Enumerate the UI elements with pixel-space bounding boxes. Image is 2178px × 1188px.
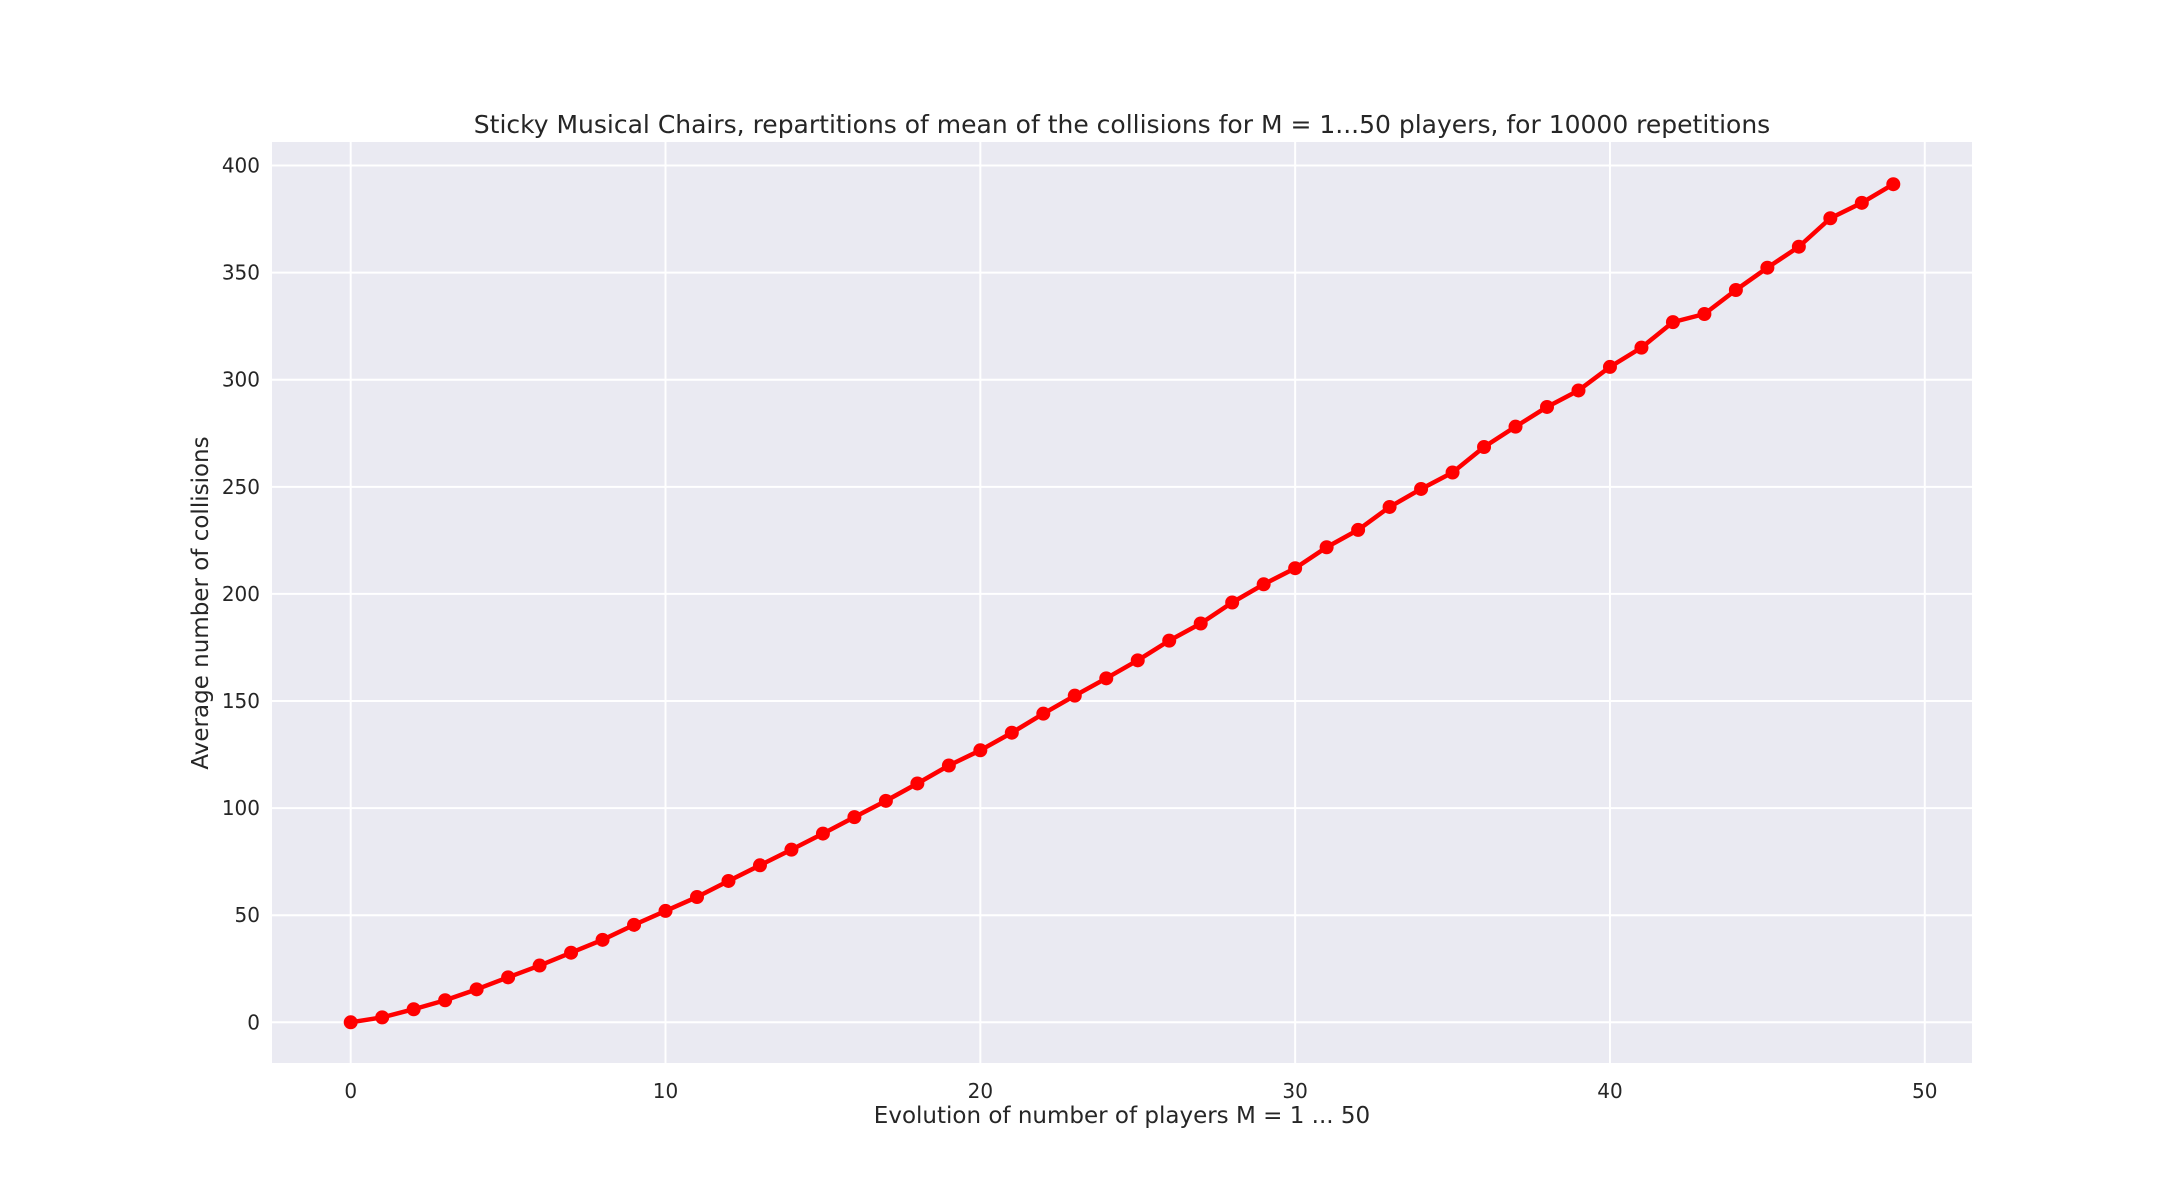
data-point	[343, 1015, 358, 1030]
data-point	[595, 932, 610, 947]
data-point	[658, 903, 673, 918]
data-point	[1162, 633, 1177, 648]
x-tick-label: 40	[1597, 1079, 1622, 1103]
data-point	[1823, 211, 1838, 226]
data-point	[1225, 595, 1240, 610]
data-point	[1602, 359, 1617, 374]
data-point	[564, 945, 579, 960]
data-point	[1540, 399, 1554, 414]
data-point	[1445, 465, 1460, 480]
data-point	[1634, 340, 1649, 355]
data-point	[501, 970, 516, 985]
data-point	[784, 842, 799, 857]
data-point	[1886, 177, 1901, 192]
data-point	[1697, 306, 1712, 321]
data-point	[1477, 440, 1492, 455]
data-point	[1288, 561, 1303, 576]
data-point	[1728, 283, 1743, 298]
data-point	[1760, 260, 1775, 275]
data-point	[721, 873, 736, 888]
y-tick-label: 350	[222, 261, 260, 285]
data-point	[1099, 671, 1114, 686]
chart-title: Sticky Musical Chairs, repartitions of m…	[474, 110, 1770, 139]
data-point	[1067, 688, 1082, 703]
tick-labels: 0 10 20 30 40 50 0 50 100 150 200 250 300 350 400	[222, 154, 1938, 1103]
data-point	[910, 776, 925, 791]
data-point	[752, 858, 767, 873]
x-tick-label: 50	[1912, 1079, 1937, 1103]
data-point	[1256, 577, 1271, 592]
data-point	[627, 917, 642, 932]
data-point	[878, 793, 893, 808]
data-point	[406, 1002, 421, 1017]
data-point	[1036, 706, 1051, 721]
series-layer	[343, 177, 1901, 1030]
data-point	[1571, 383, 1586, 398]
data-point	[469, 982, 484, 997]
data-point	[1004, 725, 1019, 740]
data-point	[1665, 315, 1680, 330]
data-point	[1414, 481, 1429, 496]
gridlines	[272, 142, 1972, 1063]
y-tick-label: 250	[222, 475, 260, 499]
data-point	[1791, 239, 1806, 254]
data-point	[1508, 419, 1523, 434]
data-point	[1382, 499, 1397, 514]
data-point	[847, 810, 862, 825]
x-tick-label: 30	[1282, 1079, 1307, 1103]
data-point	[1854, 195, 1869, 210]
y-tick-label: 50	[235, 903, 260, 927]
x-tick-label: 0	[344, 1079, 357, 1103]
y-tick-label: 200	[222, 582, 260, 606]
data-point	[532, 958, 547, 973]
data-point	[438, 993, 453, 1008]
plot-area	[272, 142, 1972, 1063]
y-tick-label: 0	[247, 1010, 260, 1034]
data-point	[1193, 616, 1208, 631]
y-axis-label: Average number of collisions	[188, 436, 214, 769]
y-tick-label: 400	[222, 154, 260, 178]
x-tick-label: 20	[968, 1079, 993, 1103]
data-point	[690, 890, 704, 905]
y-tick-label: 150	[222, 689, 260, 713]
data-point	[941, 758, 956, 773]
data-point	[375, 1010, 390, 1025]
y-tick-label: 100	[222, 796, 260, 820]
x-tick-label: 10	[653, 1079, 678, 1103]
y-tick-label: 300	[222, 368, 260, 392]
data-point	[1130, 653, 1145, 668]
data-point	[815, 826, 830, 841]
data-point	[973, 743, 988, 758]
x-axis-label: Evolution of number of players M = 1 ...…	[874, 1103, 1370, 1129]
data-point	[1351, 522, 1366, 537]
data-point	[1319, 540, 1334, 555]
